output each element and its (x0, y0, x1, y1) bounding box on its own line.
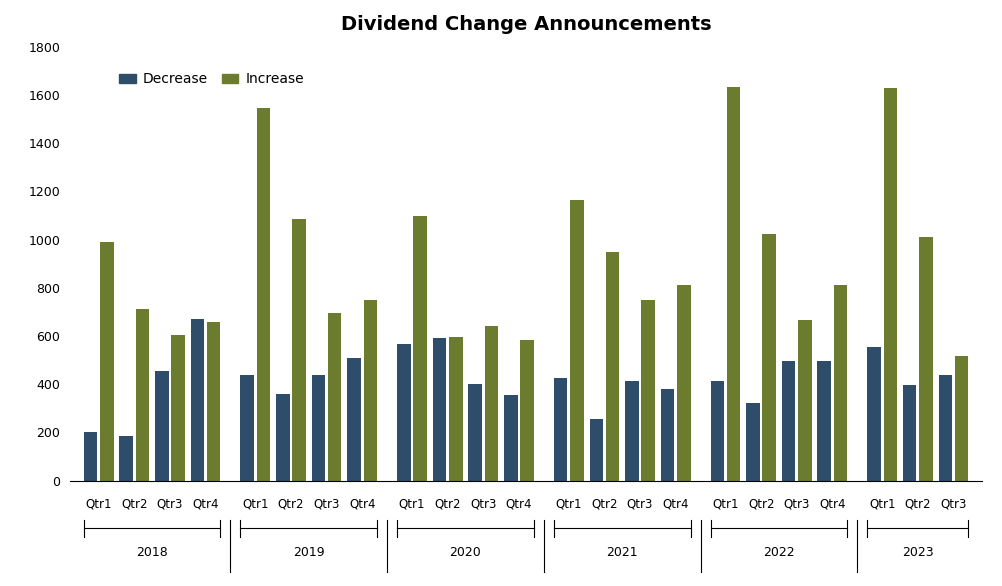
Text: Qtr1: Qtr1 (242, 498, 269, 511)
Text: Qtr1: Qtr1 (869, 498, 896, 511)
Text: Qtr2: Qtr2 (435, 498, 461, 511)
Text: Qtr3: Qtr3 (314, 498, 340, 511)
Bar (449, 337, 463, 481)
Bar (799, 321, 812, 481)
Legend: Decrease, Increase: Decrease, Increase (113, 67, 310, 92)
Bar (554, 378, 567, 481)
Bar (312, 374, 326, 481)
Text: Qtr2: Qtr2 (747, 498, 775, 511)
Bar (903, 386, 917, 481)
Text: Qtr1: Qtr1 (555, 498, 582, 511)
Bar (570, 200, 584, 481)
Bar (397, 345, 411, 481)
Text: Qtr4: Qtr4 (506, 498, 532, 511)
Bar (100, 242, 113, 481)
Text: 2022: 2022 (764, 546, 795, 558)
Text: Qtr3: Qtr3 (940, 498, 967, 511)
Bar (919, 237, 933, 481)
Text: Qtr1: Qtr1 (85, 498, 112, 511)
Title: Dividend Change Announcements: Dividend Change Announcements (341, 15, 711, 34)
Text: Qtr2: Qtr2 (121, 498, 147, 511)
Bar (710, 380, 724, 481)
Text: Qtr1: Qtr1 (399, 498, 425, 511)
Bar (625, 380, 638, 481)
Bar (955, 356, 968, 481)
Bar (468, 384, 482, 481)
Bar (868, 347, 881, 481)
Bar (782, 361, 796, 481)
Text: Qtr3: Qtr3 (470, 498, 497, 511)
Bar (206, 322, 220, 481)
Bar (485, 326, 498, 481)
Bar (606, 251, 619, 481)
Bar (257, 108, 271, 481)
Bar (277, 394, 290, 481)
Bar (293, 219, 306, 481)
Bar (155, 371, 168, 481)
Bar (589, 419, 603, 481)
Bar (939, 374, 952, 481)
Text: 2020: 2020 (450, 546, 481, 558)
Bar (504, 395, 518, 481)
Text: 2023: 2023 (902, 546, 934, 558)
Bar (190, 319, 204, 481)
Bar (641, 300, 655, 481)
Text: 2021: 2021 (606, 546, 638, 558)
Bar (660, 389, 674, 481)
Bar (746, 403, 760, 481)
Bar (84, 432, 97, 481)
Text: Qtr3: Qtr3 (156, 498, 183, 511)
Bar (726, 87, 740, 481)
Bar (520, 339, 534, 481)
Bar (433, 338, 446, 481)
Bar (763, 234, 776, 481)
Text: 2018: 2018 (136, 546, 168, 558)
Text: Qtr3: Qtr3 (784, 498, 810, 511)
Bar (818, 361, 831, 481)
Bar (135, 309, 149, 481)
Text: Qtr4: Qtr4 (192, 498, 218, 511)
Text: Qtr4: Qtr4 (819, 498, 846, 511)
Text: Qtr1: Qtr1 (712, 498, 738, 511)
Bar (328, 313, 342, 481)
Bar (171, 335, 184, 481)
Bar (884, 88, 897, 481)
Text: Qtr3: Qtr3 (627, 498, 653, 511)
Text: Qtr2: Qtr2 (278, 498, 305, 511)
Bar (240, 374, 254, 481)
Bar (348, 357, 361, 481)
Bar (119, 436, 133, 481)
Text: Qtr4: Qtr4 (349, 498, 376, 511)
Text: Qtr2: Qtr2 (905, 498, 931, 511)
Text: 2019: 2019 (293, 546, 325, 558)
Bar (677, 285, 690, 481)
Bar (364, 300, 377, 481)
Text: Qtr2: Qtr2 (591, 498, 617, 511)
Text: Qtr4: Qtr4 (662, 498, 689, 511)
Bar (834, 285, 848, 481)
Bar (414, 216, 427, 481)
